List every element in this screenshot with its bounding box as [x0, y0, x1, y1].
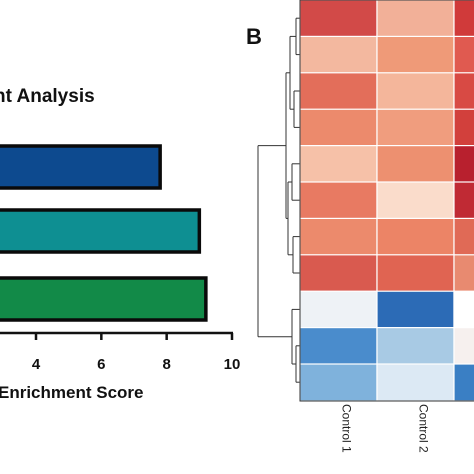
heatmap-cell: [453, 254, 474, 293]
x-axis-label: Enrichment Score: [0, 383, 144, 402]
chart-title: nt Analysis: [0, 86, 95, 107]
heatmap-cell: [299, 327, 378, 366]
heatmap-cell: [299, 35, 378, 74]
panel-label-b: B: [246, 24, 262, 49]
x-tick-label: 8: [162, 356, 170, 373]
heatmap-cell: [453, 181, 474, 220]
heatmap-cell: [453, 327, 474, 366]
heatmap-cell: [299, 145, 378, 184]
heatmap-cell: [453, 0, 474, 38]
x-ticks: 4 6 8 10: [32, 333, 241, 373]
heatmap-cell: [453, 108, 474, 147]
heatmap-cell: [376, 363, 455, 402]
bar-2: [0, 208, 202, 254]
heatmap-cell: [299, 0, 378, 38]
heatmap-cell: [376, 108, 455, 147]
heatmap-cell: [376, 181, 455, 220]
column-labels: Control 1 Control 2: [340, 404, 431, 453]
heatmap-cell: [299, 254, 378, 293]
heatmap-cell: [453, 290, 474, 329]
heatmap-cell: [453, 35, 474, 74]
heatmap-cell: [376, 254, 455, 293]
heatmap-cell: [376, 217, 455, 256]
heatmap-cell: [453, 145, 474, 184]
x-tick-label: 10: [224, 356, 241, 373]
bars: [0, 144, 208, 322]
heatmap-cell: [299, 181, 378, 220]
heatmap-cell: [299, 290, 378, 329]
heatmap-cell: [376, 35, 455, 74]
heatmap-cell: [299, 72, 378, 111]
heatmap-cell: [453, 217, 474, 256]
heatmap-cell: [376, 145, 455, 184]
column-label: Control 1: [340, 404, 354, 453]
heatmap-cell: [376, 72, 455, 111]
x-tick-label: 6: [97, 356, 105, 373]
heatmap-cell: [376, 290, 455, 329]
heatmap-cells: [299, 0, 474, 402]
heatmap-cell: [453, 72, 474, 111]
heatmap-cell: [299, 108, 378, 147]
x-tick-label: 4: [32, 356, 41, 373]
panel-b-heatmap: B Control 1 Control 2: [246, 0, 474, 453]
heatmap-cell: [299, 217, 378, 256]
panel-a-bar-chart: nt Analysis 4 6 8 10 Enrichment Score: [0, 86, 240, 402]
heatmap-cell: [376, 0, 455, 38]
heatmap-frame: [299, 0, 474, 402]
bar-3: [0, 276, 208, 322]
heatmap-cell: [453, 363, 474, 402]
heatmap-cell: [299, 363, 378, 402]
dendrogram: [257, 17, 300, 383]
heatmap-cell: [376, 327, 455, 366]
bar-1: [0, 144, 162, 190]
column-label: Control 2: [417, 404, 431, 453]
